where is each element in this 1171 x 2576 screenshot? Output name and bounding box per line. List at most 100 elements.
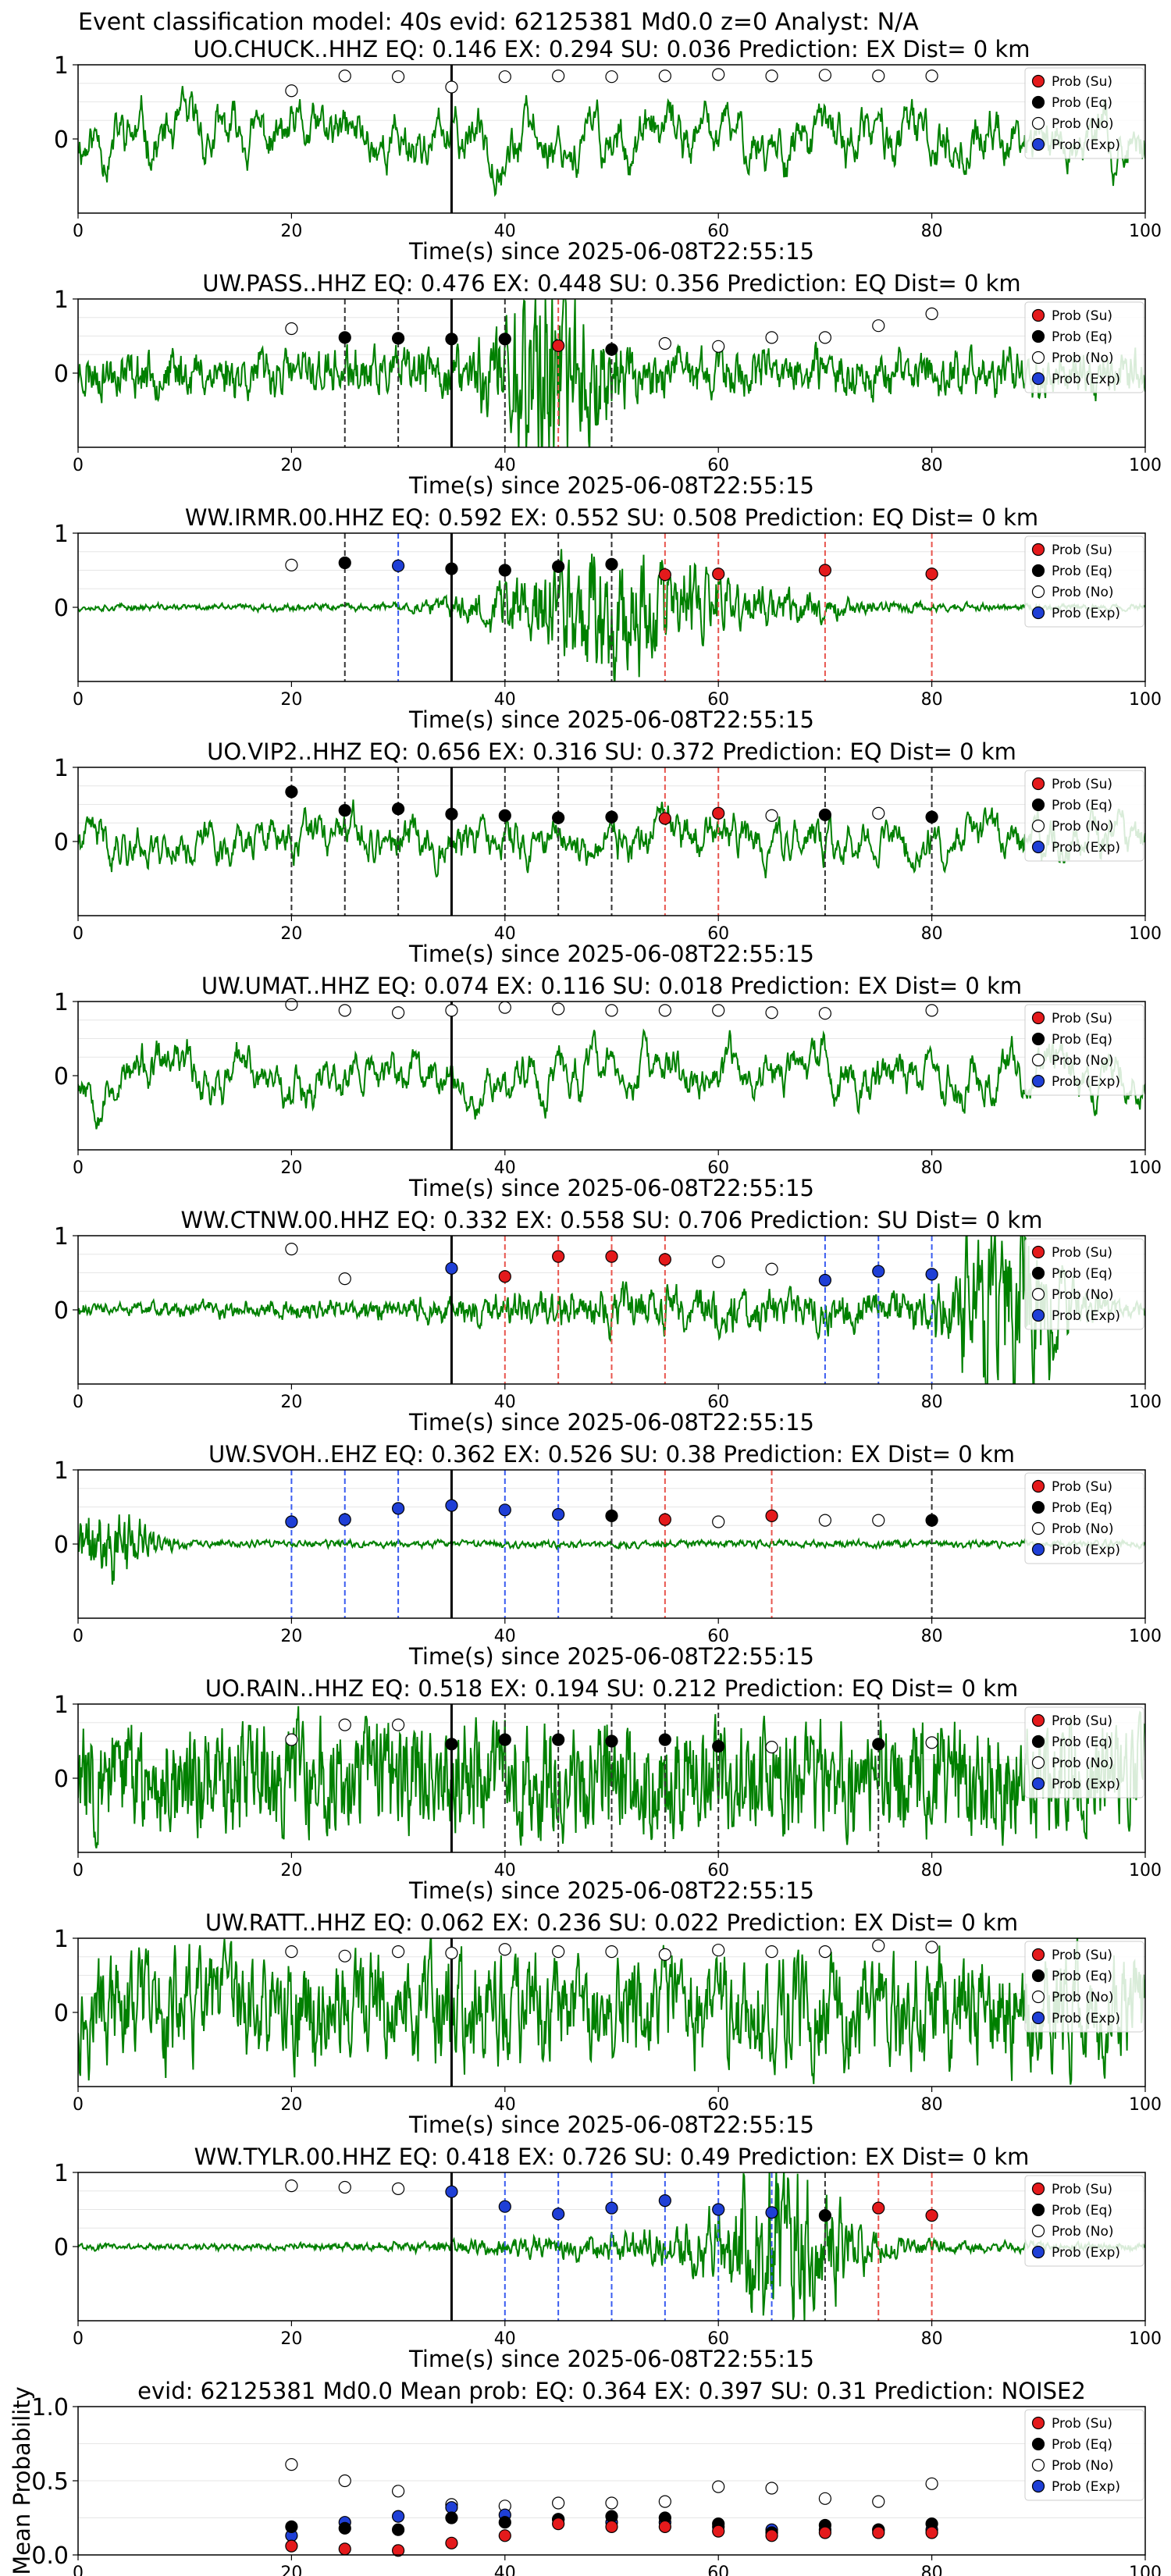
legend-label-no: Prob (No) <box>1052 2458 1114 2474</box>
x-tick-label: 100 <box>1129 1861 1162 1880</box>
mean-point-no-80 <box>925 2477 938 2490</box>
legend-box <box>1024 770 1144 862</box>
legend-marker-no <box>1031 116 1045 130</box>
prob-point-50 <box>605 810 618 824</box>
mean-point-eq-25 <box>338 2521 351 2535</box>
x-axis-label: Time(s) since 2025-06-08T22:55:15 <box>408 2112 814 2138</box>
legend-marker-su <box>1031 1011 1045 1025</box>
legend-marker-exp <box>1031 1777 1045 1791</box>
prob-point-80 <box>925 810 938 824</box>
legend-label-no: Prob (No) <box>1052 1287 1114 1303</box>
legend-box <box>1024 1238 1144 1330</box>
x-tick-label: 20 <box>280 924 302 944</box>
legend-label-eq: Prob (Eq) <box>1052 1500 1112 1516</box>
x-axis-label: Time(s) since 2025-06-08T22:55:15 <box>408 1643 814 1670</box>
x-tick-label: 20 <box>280 690 302 710</box>
prob-point-25 <box>338 1949 351 1962</box>
legend-marker-su <box>1031 1479 1045 1493</box>
prob-point-35 <box>445 1261 458 1275</box>
prob-point-50 <box>605 1004 618 1017</box>
legend-marker-exp <box>1031 1542 1045 1557</box>
x-tick-label: 80 <box>921 1627 943 1646</box>
legend-label-su: Prob (Su) <box>1052 74 1112 90</box>
mean-point-su-20 <box>285 2539 298 2553</box>
mean-point-su-45 <box>552 2517 565 2531</box>
prob-point-40 <box>498 1733 511 1746</box>
prob-point-55 <box>658 1733 671 1746</box>
x-tick-label: 80 <box>921 924 943 944</box>
prob-point-50 <box>605 343 618 356</box>
x-tick-label: 100 <box>1129 1627 1162 1646</box>
legend-marker-no <box>1031 819 1045 833</box>
legend-marker-no <box>1031 585 1045 599</box>
legend-label-exp: Prob (Exp) <box>1052 2479 1120 2495</box>
panel-title: UO.RAIN..HHZ EQ: 0.518 EX: 0.194 SU: 0.2… <box>205 1675 1018 1702</box>
prob-point-60 <box>712 340 725 353</box>
mean-point-su-55 <box>658 2520 671 2533</box>
prob-point-45 <box>552 560 565 573</box>
legend-label-su: Prob (Su) <box>1052 1011 1112 1026</box>
legend-label-no: Prob (No) <box>1052 350 1114 366</box>
prob-point-75 <box>872 1738 885 1751</box>
mean-point-eq-20 <box>285 2520 298 2533</box>
prob-point-45 <box>552 1250 565 1263</box>
mean-point-su-70 <box>818 2526 832 2539</box>
x-tick-label: 60 <box>707 690 729 710</box>
prob-point-30 <box>392 332 405 345</box>
x-axis-label: Time(s) since 2025-06-08T22:55:15 <box>408 2346 814 2372</box>
legend-label-eq: Prob (Eq) <box>1052 1735 1112 1750</box>
plot-content <box>78 767 1145 916</box>
prob-point-80 <box>925 307 938 321</box>
x-axis-label: Time(s) since 2025-06-08T22:55:15 <box>408 706 814 733</box>
waveform-trace <box>78 299 1145 447</box>
x-tick-label: 80 <box>921 690 943 710</box>
legend-label-eq: Prob (Eq) <box>1052 329 1112 345</box>
x-tick-label: 60 <box>707 2095 729 2115</box>
prob-point-50 <box>605 1735 618 1748</box>
x-tick-label: 40 <box>494 1393 516 1412</box>
mean-point-no-55 <box>658 2495 671 2508</box>
x-tick-label: 0 <box>73 1158 84 1178</box>
legend-label-exp: Prob (Exp) <box>1052 840 1120 856</box>
prob-point-45 <box>552 339 565 352</box>
prob-point-40 <box>498 809 511 822</box>
prob-point-60 <box>712 1515 725 1528</box>
prob-point-45 <box>552 1507 565 1521</box>
prob-point-25 <box>338 803 351 817</box>
x-tick-label: 40 <box>494 690 516 710</box>
panel-title: UW.RATT..HHZ EQ: 0.062 EX: 0.236 SU: 0.0… <box>205 1909 1018 1936</box>
x-tick-label: 60 <box>707 456 729 475</box>
prob-point-55 <box>658 812 671 825</box>
mean-point-exp-30 <box>392 2510 405 2523</box>
legend-marker-eq <box>1031 1969 1045 1983</box>
legend-label-eq: Prob (Eq) <box>1052 2437 1112 2453</box>
prob-point-20 <box>285 998 298 1011</box>
panel-uo-vip2-hhz: UO.VIP2..HHZ EQ: 0.656 EX: 0.316 SU: 0.3… <box>54 738 1162 967</box>
mean-point-su-35 <box>445 2536 458 2549</box>
x-tick-label: 80 <box>921 1861 943 1880</box>
plot-content <box>78 299 1145 447</box>
y-tick-label: 1 <box>54 1692 69 1719</box>
prob-point-75 <box>872 1265 885 1278</box>
x-tick-label: 0 <box>73 2329 84 2349</box>
panel-mean: evid: 62125381 Md0.0 Mean prob: EQ: 0.36… <box>9 2378 1162 2576</box>
x-tick-label: 0 <box>73 2095 84 2115</box>
prob-point-35 <box>445 1004 458 1017</box>
legend-marker-exp <box>1031 2011 1045 2025</box>
legend-label-exp: Prob (Exp) <box>1052 2245 1120 2261</box>
prob-point-65 <box>765 1006 778 1019</box>
prob-point-55 <box>658 1253 671 1266</box>
mean-point-no-65 <box>765 2482 778 2495</box>
prob-point-45 <box>552 2208 565 2221</box>
legend-label-su: Prob (Su) <box>1052 1713 1112 1729</box>
x-tick-label: 40 <box>494 456 516 475</box>
panel-uw-pass-hhz: UW.PASS..HHZ EQ: 0.476 EX: 0.448 SU: 0.3… <box>54 270 1162 499</box>
prob-point-65 <box>765 1262 778 1276</box>
y-tick-label: 1 <box>54 521 69 548</box>
prob-point-60 <box>712 2203 725 2216</box>
y-tick-label: 0 <box>54 126 69 154</box>
legend-label-no: Prob (No) <box>1052 1053 1114 1069</box>
legend-marker-eq <box>1031 564 1045 578</box>
waveform-trace <box>78 1938 1145 2085</box>
